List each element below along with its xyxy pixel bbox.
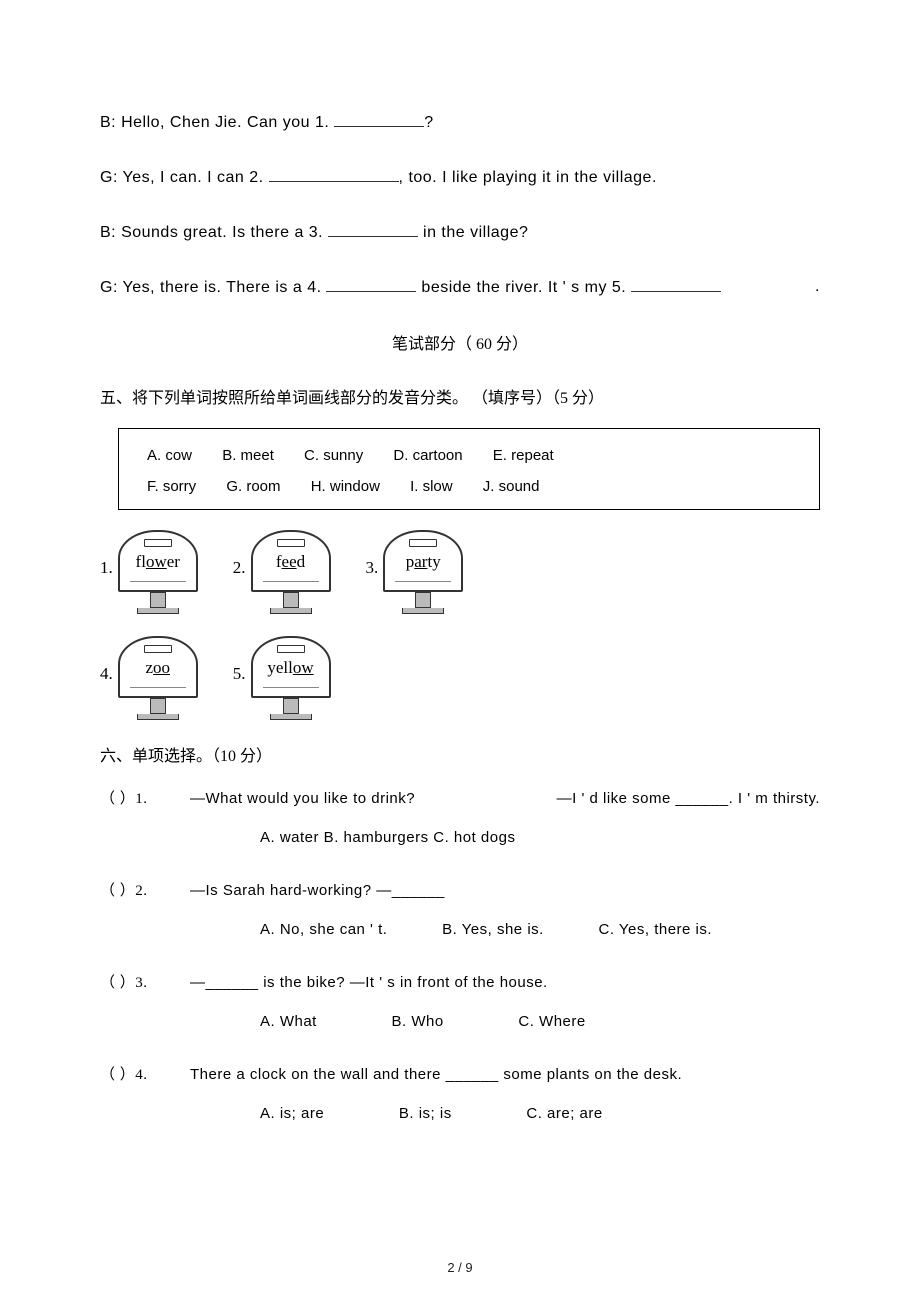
q3-line: （ ）3. ―______ is the bike? ―It ' s in fr… <box>100 970 820 997</box>
q2-opt-a: A. No, she can ' t. <box>260 917 387 943</box>
answer-blank[interactable]: （ ）4. <box>100 1063 190 1089</box>
word-option: H. window <box>311 478 380 495</box>
classify-item-2: 2. feed <box>233 530 332 614</box>
word-option: G. room <box>226 478 280 495</box>
dialog-line-g2: G: Yes, there is. There is a 4. beside t… <box>100 275 820 300</box>
q4-line: （ ）4. There a clock on the wall and ther… <box>100 1062 820 1089</box>
classify-num: 5. <box>233 665 246 720</box>
text: . <box>815 275 820 300</box>
monitor-icon: flower <box>117 530 199 614</box>
word-post: ty <box>427 552 440 571</box>
blank-1[interactable] <box>334 110 424 127</box>
q4-opt-a: A. is; are <box>260 1101 324 1127</box>
classify-num: 1. <box>100 559 113 614</box>
answer-blank[interactable]: （ ）1. <box>100 787 190 813</box>
page-container: B: Hello, Chen Jie. Can you 1. ? G: Yes,… <box>0 0 920 1303</box>
monitor-icon: zoo <box>117 636 199 720</box>
word-option: A. cow <box>147 447 192 464</box>
word-option: F. sorry <box>147 478 196 495</box>
q3-opt-a: A. What <box>260 1009 317 1035</box>
blank-5[interactable] <box>631 275 721 292</box>
word-ul: oo <box>153 658 170 677</box>
dialog-line-g1: G: Yes, I can. I can 2. , too. I like pl… <box>100 165 820 190</box>
q1-line: （ ）1. ―What would you like to drink? ―I … <box>100 786 820 813</box>
q2-line: （ ）2. ―Is Sarah hard-working? ―______ <box>100 878 820 905</box>
word-option: C. sunny <box>304 447 363 464</box>
q3-options: A. What B. Who C. Where <box>100 1009 820 1035</box>
word-pre: yell <box>267 658 293 677</box>
answer-blank[interactable]: （ ）3. <box>100 971 190 997</box>
section5-heading: 五、将下列单词按照所给单词画线部分的发音分类。 （填序号）（5 分） <box>100 384 820 408</box>
word-option: I. slow <box>410 478 453 495</box>
word-pre: fl <box>136 552 146 571</box>
monitor-icon: feed <box>250 530 332 614</box>
text: G: Yes, there is. There is a 4. <box>100 279 326 296</box>
word-ul: ow <box>293 658 314 677</box>
text: G: Yes, I can. I can 2. <box>100 169 269 186</box>
text: , too. I like playing it in the village. <box>399 169 657 186</box>
word-ul: ar <box>414 552 427 571</box>
text: ? <box>424 114 433 131</box>
word-post: d <box>297 552 306 571</box>
q2-opt-b: B. Yes, she is. <box>442 917 544 943</box>
classify-num: 2. <box>233 559 246 614</box>
section6-heading: 六、单项选择。（10 分） <box>100 742 820 766</box>
q1-opt-all: A. water B. hamburgers C. hot dogs <box>260 829 515 846</box>
classify-num: 3. <box>366 559 379 614</box>
word-pre: z <box>145 658 153 677</box>
q2-options: A. No, she can ' t. B. Yes, she is. C. Y… <box>100 917 820 943</box>
dialog-line-b1: B: Hello, Chen Jie. Can you 1. ? <box>100 110 820 135</box>
q3-opt-c: C. Where <box>518 1009 585 1035</box>
classify-num: 4. <box>100 665 113 720</box>
text: B: Hello, Chen Jie. Can you 1. <box>100 114 334 131</box>
monitor-icon: yellow <box>250 636 332 720</box>
q2-opt-c: C. Yes, there is. <box>599 917 713 943</box>
word-option: E. repeat <box>493 447 554 464</box>
q4-options: A. is; are B. is; is C. are; are <box>100 1101 820 1127</box>
q4-opt-c: C. are; are <box>526 1101 602 1127</box>
q1-text-b: ―I ' d like some ______. I ' m thirsty. <box>557 786 820 812</box>
written-section-title: 笔试部分（ 60 分） <box>100 330 820 354</box>
q3-opt-b: B. Who <box>392 1009 444 1035</box>
text: B: Sounds great. Is there a 3. <box>100 224 328 241</box>
word-post: er <box>167 552 180 571</box>
word-pre: p <box>406 552 415 571</box>
q1-text-a: ―What would you like to drink? <box>190 786 415 812</box>
word-option: D. cartoon <box>393 447 462 464</box>
classify-row-2: 4. zoo 5. yellow <box>100 636 820 720</box>
q4-text: There a clock on the wall and there ____… <box>190 1062 820 1088</box>
word-row-2: F. sorry G. room H. window I. slow J. so… <box>147 478 791 495</box>
blank-4[interactable] <box>326 275 416 292</box>
word-bank-box: A. cow B. meet C. sunny D. cartoon E. re… <box>118 428 820 510</box>
classify-item-1: 1. flower <box>100 530 199 614</box>
q1-options: A. water B. hamburgers C. hot dogs <box>100 825 820 851</box>
classify-item-3: 3. party <box>366 530 465 614</box>
word-option: J. sound <box>483 478 540 495</box>
dialog-line-b2: B: Sounds great. Is there a 3. in the vi… <box>100 220 820 245</box>
word-ul: ee <box>282 552 297 571</box>
word-row-1: A. cow B. meet C. sunny D. cartoon E. re… <box>147 447 791 464</box>
q2-text: ―Is Sarah hard-working? ―______ <box>190 878 820 904</box>
word-option: B. meet <box>222 447 274 464</box>
text: in the village? <box>418 224 528 241</box>
blank-2[interactable] <box>269 165 399 182</box>
classify-row-1: 1. flower 2. feed 3. <box>100 530 820 614</box>
classify-item-5: 5. yellow <box>233 636 332 720</box>
text: beside the river. It ' s my 5. <box>416 279 631 296</box>
word-ul: ow <box>146 552 167 571</box>
q3-text: ―______ is the bike? ―It ' s in front of… <box>190 970 820 996</box>
monitor-icon: party <box>382 530 464 614</box>
page-number: 2 / 9 <box>0 1260 920 1275</box>
blank-3[interactable] <box>328 220 418 237</box>
classify-item-4: 4. zoo <box>100 636 199 720</box>
q4-opt-b: B. is; is <box>399 1101 452 1127</box>
answer-blank[interactable]: （ ）2. <box>100 879 190 905</box>
